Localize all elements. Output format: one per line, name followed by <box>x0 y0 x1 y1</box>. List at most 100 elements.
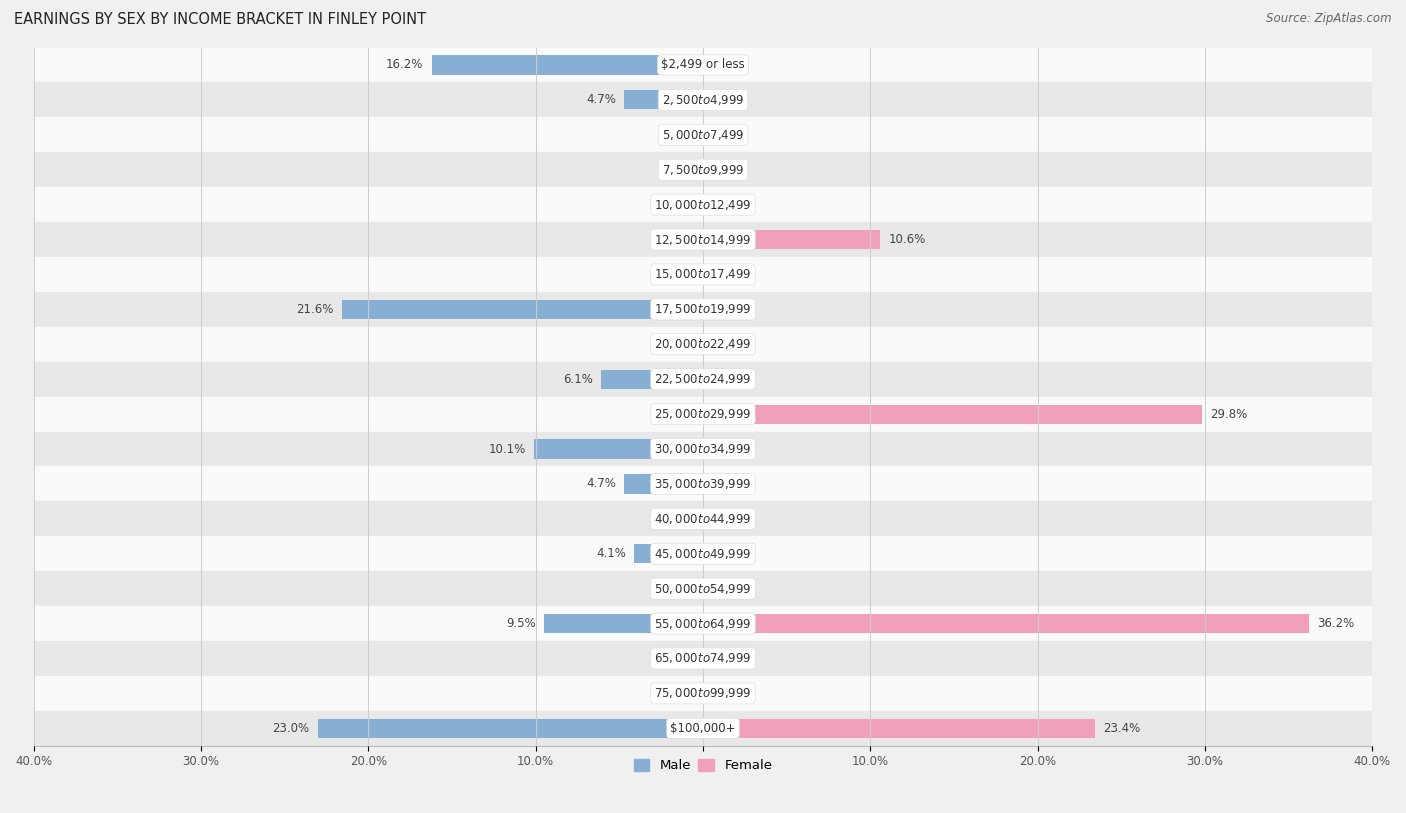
Text: 0.0%: 0.0% <box>665 198 695 211</box>
Text: 4.7%: 4.7% <box>586 93 616 107</box>
Bar <box>34 606 1372 641</box>
Bar <box>697 125 703 145</box>
Text: EARNINGS BY SEX BY INCOME BRACKET IN FINLEY POINT: EARNINGS BY SEX BY INCOME BRACKET IN FIN… <box>14 12 426 27</box>
Bar <box>703 509 709 528</box>
Text: 0.0%: 0.0% <box>665 582 695 595</box>
Text: $2,499 or less: $2,499 or less <box>661 59 745 72</box>
Bar <box>703 684 709 703</box>
Bar <box>697 195 703 215</box>
Text: 0.0%: 0.0% <box>665 268 695 281</box>
Text: 0.0%: 0.0% <box>665 337 695 350</box>
Text: $5,000 to $7,499: $5,000 to $7,499 <box>662 128 744 141</box>
Text: $2,500 to $4,999: $2,500 to $4,999 <box>662 93 744 107</box>
Text: $55,000 to $64,999: $55,000 to $64,999 <box>654 616 752 631</box>
Bar <box>703 265 709 284</box>
Text: $15,000 to $17,499: $15,000 to $17,499 <box>654 267 752 281</box>
Text: 10.6%: 10.6% <box>889 233 927 246</box>
Legend: Male, Female: Male, Female <box>628 754 778 777</box>
Bar <box>34 711 1372 746</box>
Bar <box>703 405 1202 424</box>
Bar <box>34 432 1372 467</box>
Text: 0.0%: 0.0% <box>711 582 741 595</box>
Bar <box>34 327 1372 362</box>
Text: Source: ZipAtlas.com: Source: ZipAtlas.com <box>1267 12 1392 25</box>
Text: 0.0%: 0.0% <box>711 93 741 107</box>
Bar <box>342 300 703 319</box>
Bar <box>703 614 1309 633</box>
Bar <box>697 405 703 424</box>
Bar <box>634 544 703 563</box>
Text: $30,000 to $34,999: $30,000 to $34,999 <box>654 442 752 456</box>
Text: 23.4%: 23.4% <box>1102 722 1140 735</box>
Bar <box>697 335 703 354</box>
Bar <box>703 230 880 249</box>
Text: 29.8%: 29.8% <box>1211 407 1247 420</box>
Text: 0.0%: 0.0% <box>711 59 741 72</box>
Text: 0.0%: 0.0% <box>711 128 741 141</box>
Bar <box>703 439 709 459</box>
Text: 0.0%: 0.0% <box>665 128 695 141</box>
Bar <box>703 719 1095 738</box>
Text: 6.1%: 6.1% <box>562 372 592 385</box>
Bar <box>34 397 1372 432</box>
Bar <box>703 335 709 354</box>
Bar <box>34 257 1372 292</box>
Bar <box>34 467 1372 502</box>
Text: $40,000 to $44,999: $40,000 to $44,999 <box>654 512 752 526</box>
Text: $65,000 to $74,999: $65,000 to $74,999 <box>654 651 752 666</box>
Text: $100,000+: $100,000+ <box>671 722 735 735</box>
Bar <box>600 370 703 389</box>
Bar <box>432 55 703 75</box>
Text: 4.1%: 4.1% <box>596 547 626 560</box>
Text: $50,000 to $54,999: $50,000 to $54,999 <box>654 581 752 596</box>
Bar <box>697 265 703 284</box>
Text: 0.0%: 0.0% <box>711 337 741 350</box>
Text: 16.2%: 16.2% <box>387 59 423 72</box>
Text: $7,500 to $9,999: $7,500 to $9,999 <box>662 163 744 176</box>
Bar <box>34 47 1372 82</box>
Text: 0.0%: 0.0% <box>665 163 695 176</box>
Text: 21.6%: 21.6% <box>295 303 333 316</box>
Text: 9.5%: 9.5% <box>506 617 536 630</box>
Text: 0.0%: 0.0% <box>665 407 695 420</box>
Bar <box>34 82 1372 117</box>
Text: 0.0%: 0.0% <box>711 547 741 560</box>
Bar <box>697 684 703 703</box>
Text: 0.0%: 0.0% <box>711 442 741 455</box>
Text: $35,000 to $39,999: $35,000 to $39,999 <box>654 477 752 491</box>
Bar <box>34 152 1372 187</box>
Text: $10,000 to $12,499: $10,000 to $12,499 <box>654 198 752 211</box>
Bar <box>703 160 709 180</box>
Bar <box>703 649 709 668</box>
Text: $17,500 to $19,999: $17,500 to $19,999 <box>654 302 752 316</box>
Text: $12,500 to $14,999: $12,500 to $14,999 <box>654 233 752 246</box>
Bar <box>34 676 1372 711</box>
Bar <box>703 125 709 145</box>
Bar <box>624 474 703 493</box>
Text: 0.0%: 0.0% <box>711 652 741 665</box>
Bar <box>703 544 709 563</box>
Bar <box>703 370 709 389</box>
Text: 23.0%: 23.0% <box>273 722 309 735</box>
Text: 10.1%: 10.1% <box>488 442 526 455</box>
Text: 0.0%: 0.0% <box>665 233 695 246</box>
Text: 0.0%: 0.0% <box>711 687 741 700</box>
Bar <box>544 614 703 633</box>
Bar <box>697 649 703 668</box>
Text: $25,000 to $29,999: $25,000 to $29,999 <box>654 407 752 421</box>
Text: 0.0%: 0.0% <box>665 512 695 525</box>
Text: 0.0%: 0.0% <box>711 163 741 176</box>
Bar <box>703 474 709 493</box>
Text: 0.0%: 0.0% <box>711 512 741 525</box>
Bar <box>534 439 703 459</box>
Bar <box>703 55 709 75</box>
Text: 4.7%: 4.7% <box>586 477 616 490</box>
Bar <box>624 90 703 110</box>
Bar <box>34 641 1372 676</box>
Bar <box>697 509 703 528</box>
Bar <box>34 187 1372 222</box>
Bar <box>703 579 709 598</box>
Text: 0.0%: 0.0% <box>711 198 741 211</box>
Text: $22,500 to $24,999: $22,500 to $24,999 <box>654 372 752 386</box>
Text: 0.0%: 0.0% <box>711 372 741 385</box>
